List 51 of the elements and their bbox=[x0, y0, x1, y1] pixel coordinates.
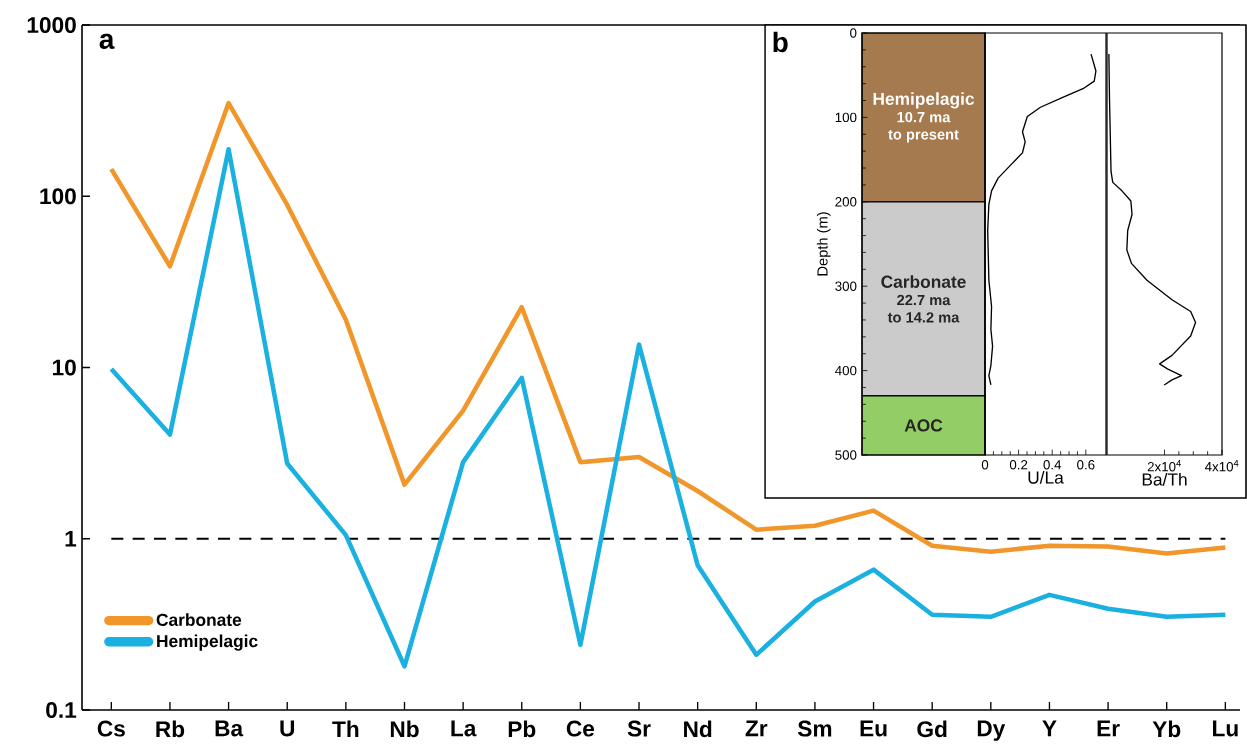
y-tick-label: 100 bbox=[40, 188, 76, 205]
x-tick-label: 0.2 bbox=[1009, 460, 1028, 470]
y-tick-label: 0 bbox=[850, 28, 857, 38]
x-tick-label: Sm bbox=[797, 720, 832, 737]
x-tick-label: Gd bbox=[917, 720, 947, 738]
x-tick-label: 0.4 bbox=[1043, 460, 1062, 470]
annotation: to present bbox=[888, 129, 959, 143]
x-tick-label: 0 bbox=[981, 460, 989, 470]
x-tick-label: Sr bbox=[627, 720, 651, 737]
x-tick-label: Yb bbox=[1152, 720, 1181, 738]
y-tick-label: 200 bbox=[835, 197, 857, 207]
series-label: Hemipelagic bbox=[873, 92, 975, 109]
legend-label: Hemipelagic bbox=[157, 634, 258, 651]
y-tick-label: 400 bbox=[835, 365, 857, 376]
y-tick-label: 10 bbox=[52, 359, 76, 376]
y-tick-label: 0.1 bbox=[46, 701, 77, 719]
x-tick-label: Rb bbox=[156, 720, 185, 738]
x-tick-label: 0.6 bbox=[1077, 460, 1095, 470]
x-tick-label: Nb bbox=[390, 720, 419, 738]
x-tick-label: Ce bbox=[566, 720, 595, 737]
x-tick-label: Eu bbox=[860, 720, 887, 737]
x-tick-label: Nd bbox=[684, 720, 712, 738]
y-tick-label: 500 bbox=[835, 450, 857, 460]
x-axis-title: U/La bbox=[1028, 470, 1064, 484]
x-tick-label: 2x10$^{4}$ bbox=[1147, 460, 1181, 472]
x-tick-label: Lu bbox=[1213, 720, 1238, 737]
x-tick-label: 4x10$^{4}$ bbox=[1204, 460, 1239, 472]
annotation: 22.7 ma bbox=[897, 294, 951, 306]
series-label: Carbonate bbox=[881, 275, 966, 288]
y-tick-label: 100 bbox=[835, 112, 857, 123]
x-tick-label: La bbox=[451, 720, 477, 737]
x-tick-label: Zr bbox=[745, 720, 768, 737]
x-axis-title: Ba/Th bbox=[1142, 472, 1187, 486]
annotation: b bbox=[773, 31, 788, 53]
x-tick-label: Th bbox=[332, 720, 359, 737]
x-tick-label: Y bbox=[1042, 720, 1057, 737]
x-tick-label: Er bbox=[1097, 720, 1120, 737]
annotation: to 14.2 ma bbox=[887, 312, 960, 323]
x-tick-label: Ba bbox=[215, 720, 244, 737]
x-tick-label: Dy bbox=[977, 720, 1006, 741]
x-tick-label: Pb bbox=[508, 720, 536, 738]
annotation: 10.7 ma bbox=[897, 111, 951, 123]
series-label: AOC bbox=[904, 419, 943, 432]
legend-label: Carbonate bbox=[156, 613, 242, 626]
y-tick-label: 1000 bbox=[27, 16, 76, 34]
y-tick-label: 1 bbox=[65, 530, 77, 547]
x-tick-label: Cs bbox=[97, 720, 125, 737]
y-tick-label: 300 bbox=[835, 281, 857, 291]
annotation: a bbox=[99, 33, 115, 50]
x-tick-label: U bbox=[280, 720, 295, 737]
y-axis-title: Depth (m) bbox=[816, 212, 831, 276]
